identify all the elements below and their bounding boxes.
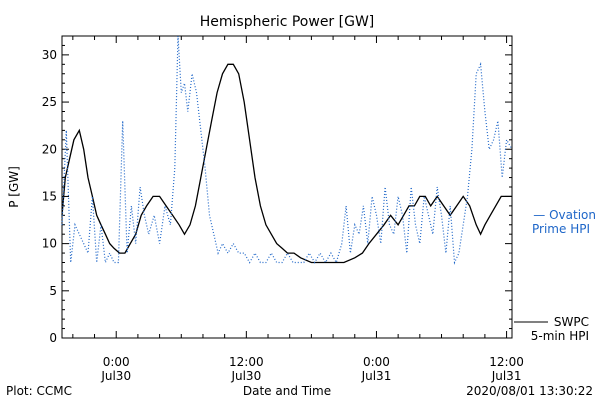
x-tick-time-label: 0:00 [103,355,130,369]
y-tick-label: 30 [42,48,57,62]
x-tick-time-label: 12:00 [229,355,264,369]
plot-frame [61,35,513,339]
legend-ovation-line1: — Ovation [533,208,596,222]
legend-ovation: — Ovation Prime HPI [532,208,596,236]
x-axis-label: Date and Time [243,384,331,398]
legend-swpc: SWPC 5-min HPI [514,315,589,343]
x-tick-date-label: Jul31 [491,369,522,383]
x-tick-date-label: Jul30 [230,369,261,383]
x-tick-date-label: Jul30 [100,369,131,383]
x-axis: 0:00Jul3012:00Jul300:00Jul3112:00Jul310:… [72,36,524,383]
y-axis-label: P [GW] [7,166,21,208]
x-tick-time-label: 0:00 [363,355,390,369]
series-line-ovation [61,35,513,265]
y-axis: 0 5 10 15 20 25 30 [42,35,512,345]
y-tick-label: 15 [42,189,57,203]
legend-swpc-line1: SWPC [554,315,589,329]
series-line-swpc [61,63,512,264]
chart-title: Hemispheric Power [GW] [200,14,375,30]
legend-ovation-line2: Prime HPI [532,222,590,236]
y-tick-label: 10 [42,237,57,251]
y-tick-label: 25 [42,95,57,109]
legend-swpc-line2: 5-min HPI [531,329,589,343]
y-tick-label: 5 [49,284,57,298]
y-tick-label: 0 [49,331,57,345]
series-layer [61,35,513,265]
plot-timestamp: 2020/08/01 13:30:22 [466,384,593,398]
x-tick-time-label: 12:00 [489,355,524,369]
x-tick-date-label: Jul31 [361,369,392,383]
y-tick-label: 20 [42,142,57,156]
plot-credit: Plot: CCMC [6,384,72,398]
